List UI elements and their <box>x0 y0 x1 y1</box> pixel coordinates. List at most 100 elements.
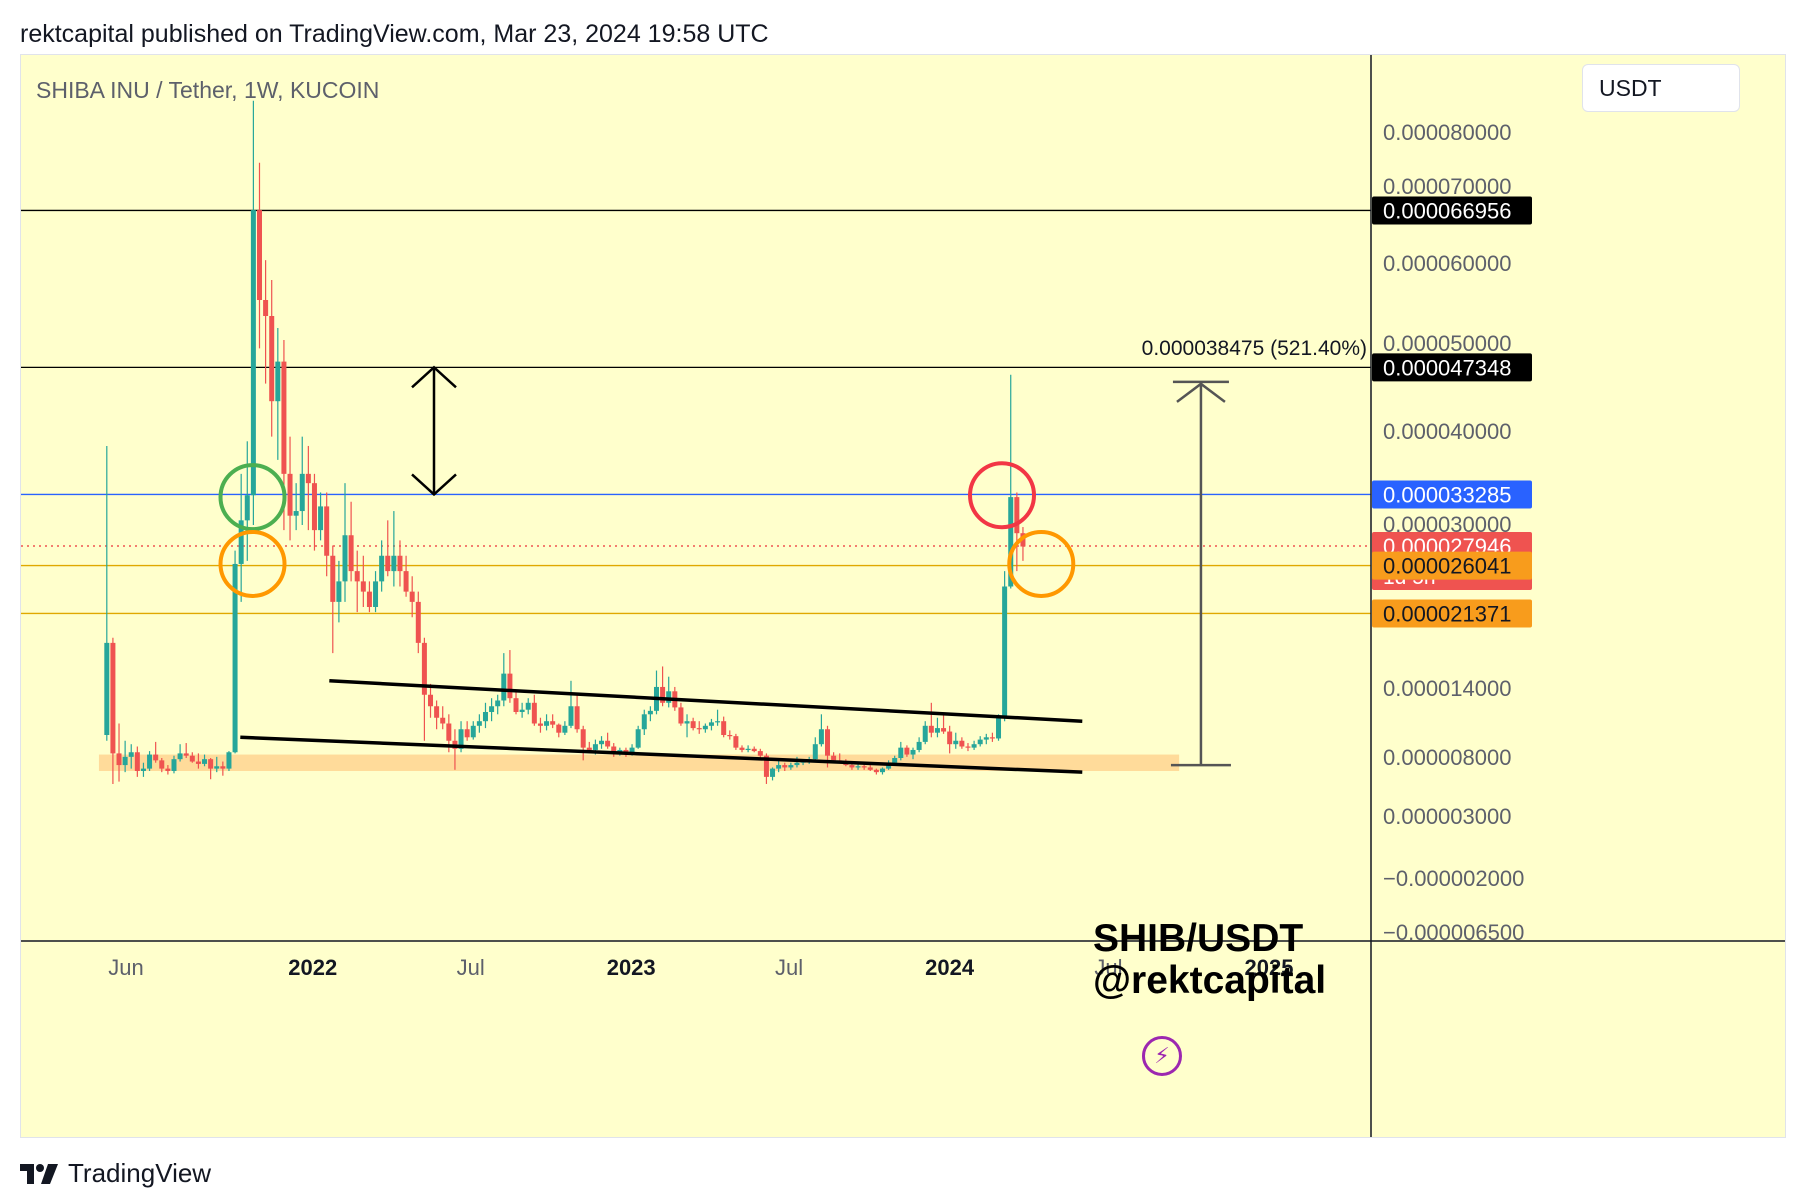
candle-body[interactable] <box>941 728 947 732</box>
candle-body[interactable] <box>434 706 440 718</box>
candle-body[interactable] <box>263 300 269 316</box>
price-tag[interactable] <box>1372 551 1532 580</box>
candle-body[interactable] <box>916 741 922 750</box>
symbol-title[interactable]: SHIBA INU / Tether, 1W, KUCOIN <box>36 77 380 103</box>
candle-body[interactable] <box>421 642 427 695</box>
channel-trend-line[interactable] <box>329 679 1083 723</box>
candle-body[interactable] <box>770 768 776 777</box>
candle-body[interactable] <box>159 760 165 769</box>
candle-body[interactable] <box>311 483 317 531</box>
candle-body[interactable] <box>708 722 714 726</box>
candle-body[interactable] <box>287 473 293 516</box>
candle-body[interactable] <box>1008 497 1014 587</box>
candle-body[interactable] <box>476 721 482 726</box>
candle-body[interactable] <box>855 766 861 768</box>
candle-body[interactable] <box>128 752 134 757</box>
candle-body[interactable] <box>305 473 311 484</box>
candle-body[interactable] <box>629 747 635 755</box>
candle-body[interactable] <box>428 694 434 707</box>
candle-body[interactable] <box>537 723 543 726</box>
candle-body[interactable] <box>641 714 647 730</box>
candle-body[interactable] <box>501 673 507 701</box>
candle-body[interactable] <box>562 725 568 733</box>
price-tag[interactable] <box>1372 480 1532 509</box>
annotation-circle[interactable] <box>968 461 1037 530</box>
price-tag[interactable] <box>1372 599 1532 628</box>
candle-body[interactable] <box>232 563 238 753</box>
candle-body[interactable] <box>336 581 342 602</box>
candle-body[interactable] <box>226 752 232 769</box>
candle-body[interactable] <box>568 706 574 726</box>
candle-body[interactable] <box>1014 497 1020 534</box>
candle-body[interactable] <box>702 725 708 730</box>
candle-body[interactable] <box>727 735 733 737</box>
candle-body[interactable] <box>348 535 354 572</box>
candle-body[interactable] <box>947 731 953 745</box>
candle-body[interactable] <box>1002 586 1008 718</box>
price-tag[interactable] <box>1372 353 1532 382</box>
candle-body[interactable] <box>971 744 977 748</box>
candle-body[interactable] <box>104 642 110 735</box>
candle-body[interactable] <box>892 758 898 763</box>
price-tag[interactable] <box>1372 196 1532 225</box>
candle-body[interactable] <box>379 555 385 582</box>
candle-body[interactable] <box>745 748 751 750</box>
candle-body[interactable] <box>904 747 910 755</box>
candle-body[interactable] <box>959 740 965 747</box>
lightning-bolt-icon[interactable]: ⚡ <box>1142 1036 1182 1076</box>
candle-body[interactable] <box>482 712 488 722</box>
candle-body[interactable] <box>782 765 788 768</box>
candle-body[interactable] <box>794 762 800 766</box>
candle-body[interactable] <box>666 691 672 703</box>
candle-body[interactable] <box>330 555 336 602</box>
candle-body[interactable] <box>873 769 879 773</box>
candle-body[interactable] <box>733 736 739 748</box>
candle-body[interactable] <box>519 709 525 712</box>
candle-body[interactable] <box>189 755 195 762</box>
candle-body[interactable] <box>244 495 250 521</box>
candle-body[interactable] <box>122 756 128 766</box>
candle-body[interactable] <box>415 601 421 643</box>
candle-body[interactable] <box>446 723 452 741</box>
candle-body[interactable] <box>812 744 818 760</box>
candle-body[interactable] <box>153 754 159 761</box>
annotation-circle[interactable] <box>1007 529 1076 598</box>
candle-body[interactable] <box>965 746 971 748</box>
candle-body[interactable] <box>763 755 769 777</box>
candle-body[interactable] <box>440 717 446 724</box>
candle-body[interactable] <box>788 765 794 768</box>
candle-body[interactable] <box>470 725 476 738</box>
candle-body[interactable] <box>183 753 189 756</box>
candle-body[interactable] <box>324 506 330 556</box>
candle-body[interactable] <box>525 702 531 710</box>
candle-body[interactable] <box>910 749 916 755</box>
candle-body[interactable] <box>354 571 360 582</box>
candle-body[interactable] <box>977 739 983 745</box>
candle-body[interactable] <box>989 737 995 739</box>
annotation-circle[interactable] <box>218 463 287 532</box>
candle-body[interactable] <box>140 768 146 771</box>
candle-body[interactable] <box>574 706 580 730</box>
candle-body[interactable] <box>269 316 275 402</box>
candle-body[interactable] <box>818 729 824 745</box>
candle-body[interactable] <box>953 740 959 745</box>
candle-body[interactable] <box>464 729 470 738</box>
candle-body[interactable] <box>757 751 763 756</box>
candle-body[interactable] <box>116 753 122 766</box>
candle-body[interactable] <box>696 728 702 730</box>
candle-body[interactable] <box>250 210 256 496</box>
candle-body[interactable] <box>605 740 611 747</box>
candle-body[interactable] <box>275 361 281 402</box>
tradingview-brand[interactable]: TradingView <box>20 1158 211 1189</box>
candle-body[interactable] <box>177 753 183 760</box>
candle-body[interactable] <box>849 765 855 768</box>
candle-body[interactable] <box>678 707 684 724</box>
candle-body[interactable] <box>214 766 220 769</box>
candle-body[interactable] <box>879 768 885 773</box>
candle-body[interactable] <box>928 725 934 733</box>
candle-body[interactable] <box>342 535 348 582</box>
candle-body[interactable] <box>867 767 873 770</box>
candle-body[interactable] <box>599 740 605 745</box>
candle-body[interactable] <box>922 725 928 742</box>
candle-body[interactable] <box>171 759 177 771</box>
